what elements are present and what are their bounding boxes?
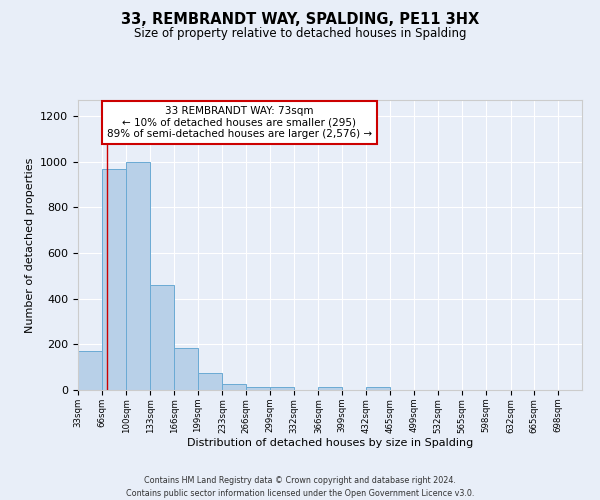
Text: Size of property relative to detached houses in Spalding: Size of property relative to detached ho… <box>134 28 466 40</box>
Text: 33, REMBRANDT WAY, SPALDING, PE11 3HX: 33, REMBRANDT WAY, SPALDING, PE11 3HX <box>121 12 479 28</box>
Bar <box>78 351 102 390</box>
Bar <box>174 348 198 390</box>
Bar <box>319 386 342 390</box>
Bar <box>102 168 127 390</box>
Text: 33 REMBRANDT WAY: 73sqm
← 10% of detached houses are smaller (295)
89% of semi-d: 33 REMBRANDT WAY: 73sqm ← 10% of detache… <box>107 106 372 139</box>
Bar <box>366 386 390 390</box>
Bar <box>127 162 150 390</box>
Bar <box>150 285 174 390</box>
Bar <box>270 386 294 390</box>
Text: Contains HM Land Registry data © Crown copyright and database right 2024.
Contai: Contains HM Land Registry data © Crown c… <box>126 476 474 498</box>
Bar <box>246 386 270 390</box>
Bar <box>223 384 246 390</box>
Y-axis label: Number of detached properties: Number of detached properties <box>25 158 35 332</box>
Bar <box>198 373 223 390</box>
X-axis label: Distribution of detached houses by size in Spalding: Distribution of detached houses by size … <box>187 438 473 448</box>
